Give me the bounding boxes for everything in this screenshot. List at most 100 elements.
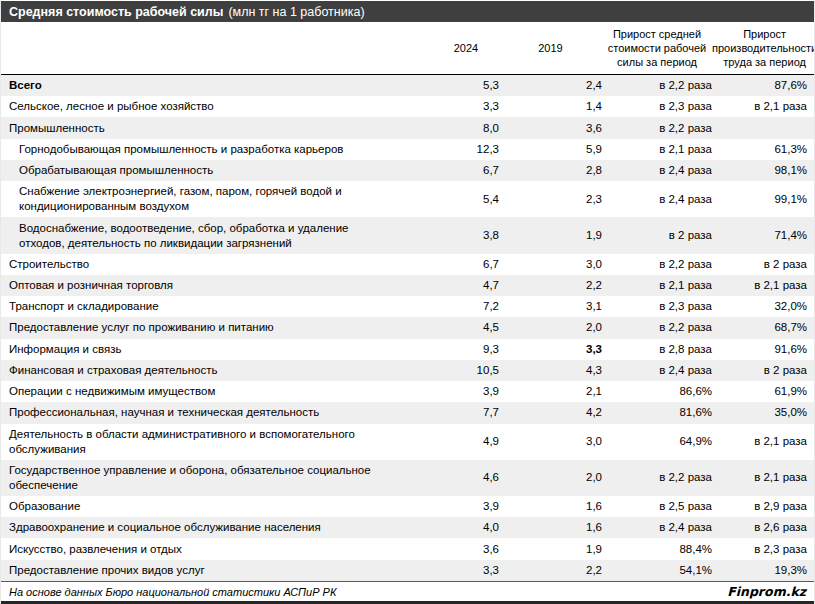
row-growth-productivity: в 2,1 раза bbox=[712, 278, 814, 293]
column-header-growth-productivity: Прирост производительности труда за пери… bbox=[712, 27, 815, 70]
row-growth-productivity: в 2,1 раза bbox=[712, 99, 814, 114]
row-value-2019: 4,2 bbox=[499, 405, 602, 420]
row-growth-productivity: в 2,1 раза bbox=[712, 470, 814, 485]
row-growth-productivity: 61,3% bbox=[712, 142, 814, 157]
row-value-2019: 2,8 bbox=[499, 163, 602, 178]
row-value-2019: 2,1 bbox=[499, 384, 602, 399]
row-growth-productivity: 35,0% bbox=[712, 405, 814, 420]
column-header-2019: 2019 bbox=[499, 41, 602, 55]
row-value-2019: 3,6 bbox=[499, 121, 602, 136]
row-growth-cost: в 2,3 раза bbox=[602, 299, 712, 314]
row-growth-cost: в 2,8 раза bbox=[602, 342, 712, 357]
table-row: Транспорт и складирование 7,2 3,1 в 2,3 … bbox=[1, 296, 814, 317]
row-value-2019: 3,0 bbox=[499, 257, 602, 272]
row-growth-cost: 54,1% bbox=[602, 563, 712, 578]
row-category-label: Искусство, развлечения и отдых bbox=[1, 539, 433, 560]
row-value-2024: 4,9 bbox=[433, 434, 499, 449]
data-source-note: На основе данных Бюро национальной стати… bbox=[9, 586, 336, 598]
row-category-label: Транспорт и складирование bbox=[1, 296, 433, 317]
row-category-label: Водоснабжение, водоотведение, сбор, обра… bbox=[1, 218, 433, 254]
infographic-table: Средняя стоимость рабочей силы (млн тг н… bbox=[0, 0, 815, 604]
row-category-label: Горнодобывающая промышленность и разрабо… bbox=[1, 139, 433, 160]
row-growth-cost: в 2,2 раза bbox=[602, 320, 712, 335]
row-growth-productivity: в 2,3 раза bbox=[712, 542, 814, 557]
row-category-label: Всего bbox=[1, 75, 433, 96]
row-growth-cost: в 2,1 раза bbox=[602, 278, 712, 293]
row-category-label: Обрабатывающая промышленность bbox=[1, 160, 433, 181]
row-growth-productivity: 32,0% bbox=[712, 299, 814, 314]
row-growth-cost: в 2,2 раза bbox=[602, 121, 712, 136]
table-row: Снабжение электроэнергией, газом, паром,… bbox=[1, 181, 814, 217]
brand-logo: Finprom.kz bbox=[727, 584, 806, 599]
row-growth-productivity: 71,4% bbox=[712, 228, 814, 243]
row-value-2019: 1,9 bbox=[499, 542, 602, 557]
row-category-label: Государственное управление и оборона, об… bbox=[1, 460, 433, 496]
row-value-2024: 7,7 bbox=[433, 405, 499, 420]
row-value-2024: 3,8 bbox=[433, 228, 499, 243]
table-row: Образование 3,9 1,6 в 2,5 раза в 2,9 раз… bbox=[1, 496, 814, 517]
row-growth-cost: в 2,4 раза bbox=[602, 363, 712, 378]
row-growth-cost: в 2,1 раза bbox=[602, 142, 712, 157]
table-row: Предоставление прочих видов услуг 3,3 2,… bbox=[1, 560, 814, 581]
row-growth-cost: 81,6% bbox=[602, 405, 712, 420]
row-growth-productivity: в 2,6 раза bbox=[712, 520, 814, 535]
row-value-2024: 3,9 bbox=[433, 384, 499, 399]
table-row: Предоставление услуг по проживанию и пит… bbox=[1, 317, 814, 338]
row-value-2024: 12,3 bbox=[433, 142, 499, 157]
row-value-2019: 5,9 bbox=[499, 142, 602, 157]
table-row: Горнодобывающая промышленность и разрабо… bbox=[1, 139, 814, 160]
row-category-label: Профессиональная, научная и техническая … bbox=[1, 402, 433, 423]
row-value-2024: 4,0 bbox=[433, 520, 499, 535]
row-value-2024: 3,3 bbox=[433, 563, 499, 578]
table-row: Оптовая и розничная торговля 4,7 2,2 в 2… bbox=[1, 275, 814, 296]
row-value-2019: 4,3 bbox=[499, 363, 602, 378]
table-row: Всего 5,3 2,4 в 2,2 раза 87,6% bbox=[1, 75, 814, 96]
page-title: Средняя стоимость рабочей силы bbox=[9, 5, 223, 19]
row-value-2024: 4,5 bbox=[433, 320, 499, 335]
table-row: Строительство 6,7 3,0 в 2,2 раза в 2 раз… bbox=[1, 254, 814, 275]
row-growth-cost: в 2,3 раза bbox=[602, 99, 712, 114]
row-category-label: Предоставление услуг по проживанию и пит… bbox=[1, 317, 433, 338]
row-growth-cost: в 2 раза bbox=[602, 228, 712, 243]
row-value-2024: 6,7 bbox=[433, 257, 499, 272]
row-growth-cost: в 2,2 раза bbox=[602, 257, 712, 272]
row-category-label: Строительство bbox=[1, 254, 433, 275]
table-row: Водоснабжение, водоотведение, сбор, обра… bbox=[1, 217, 814, 253]
row-value-2019: 3,3 bbox=[499, 342, 602, 357]
table-row: Деятельность в области административного… bbox=[1, 424, 814, 460]
row-value-2024: 3,9 bbox=[433, 499, 499, 514]
row-growth-productivity: в 2 раза bbox=[712, 363, 814, 378]
table-row: Профессиональная, научная и техническая … bbox=[1, 402, 814, 423]
row-category-label: Снабжение электроэнергией, газом, паром,… bbox=[1, 181, 433, 217]
table-row: Государственное управление и оборона, об… bbox=[1, 460, 814, 496]
row-value-2024: 6,7 bbox=[433, 163, 499, 178]
table-row: Сельское, лесное и рыбное хозяйство 3,3 … bbox=[1, 96, 814, 117]
row-category-label: Сельское, лесное и рыбное хозяйство bbox=[1, 96, 433, 117]
row-growth-cost: в 2,5 раза bbox=[602, 499, 712, 514]
table-body: Всего 5,3 2,4 в 2,2 раза 87,6% Сельское,… bbox=[1, 75, 814, 581]
column-header-growth-cost: Прирост средней стоимости рабочей силы з… bbox=[602, 27, 712, 70]
row-growth-productivity: 61,9% bbox=[712, 384, 814, 399]
row-value-2019: 1,6 bbox=[499, 499, 602, 514]
row-growth-cost: 88,4% bbox=[602, 542, 712, 557]
row-category-label: Финансовая и страховая деятельность bbox=[1, 360, 433, 381]
row-value-2024: 5,4 bbox=[433, 192, 499, 207]
table-row: Операции с недвижимым имуществом 3,9 2,1… bbox=[1, 381, 814, 402]
row-category-label: Операции с недвижимым имуществом bbox=[1, 381, 433, 402]
table-row: Информация и связь 9,3 3,3 в 2,8 раза 91… bbox=[1, 339, 814, 360]
row-value-2024: 4,7 bbox=[433, 278, 499, 293]
row-value-2019: 1,9 bbox=[499, 228, 602, 243]
row-value-2024: 10,5 bbox=[433, 363, 499, 378]
row-value-2019: 3,0 bbox=[499, 434, 602, 449]
row-value-2024: 4,6 bbox=[433, 470, 499, 485]
row-category-label: Предоставление прочих видов услуг bbox=[1, 560, 433, 581]
row-growth-productivity: 91,6% bbox=[712, 342, 814, 357]
title-bar: Средняя стоимость рабочей силы (млн тг н… bbox=[1, 1, 814, 22]
row-growth-productivity: в 2,1 раза bbox=[712, 434, 814, 449]
row-growth-cost: в 2,2 раза bbox=[602, 78, 712, 93]
row-growth-productivity: 98,1% bbox=[712, 163, 814, 178]
row-category-label: Оптовая и розничная торговля bbox=[1, 275, 433, 296]
column-header-2024: 2024 bbox=[433, 41, 499, 55]
row-value-2024: 3,6 bbox=[433, 542, 499, 557]
row-growth-productivity: в 2 раза bbox=[712, 257, 814, 272]
